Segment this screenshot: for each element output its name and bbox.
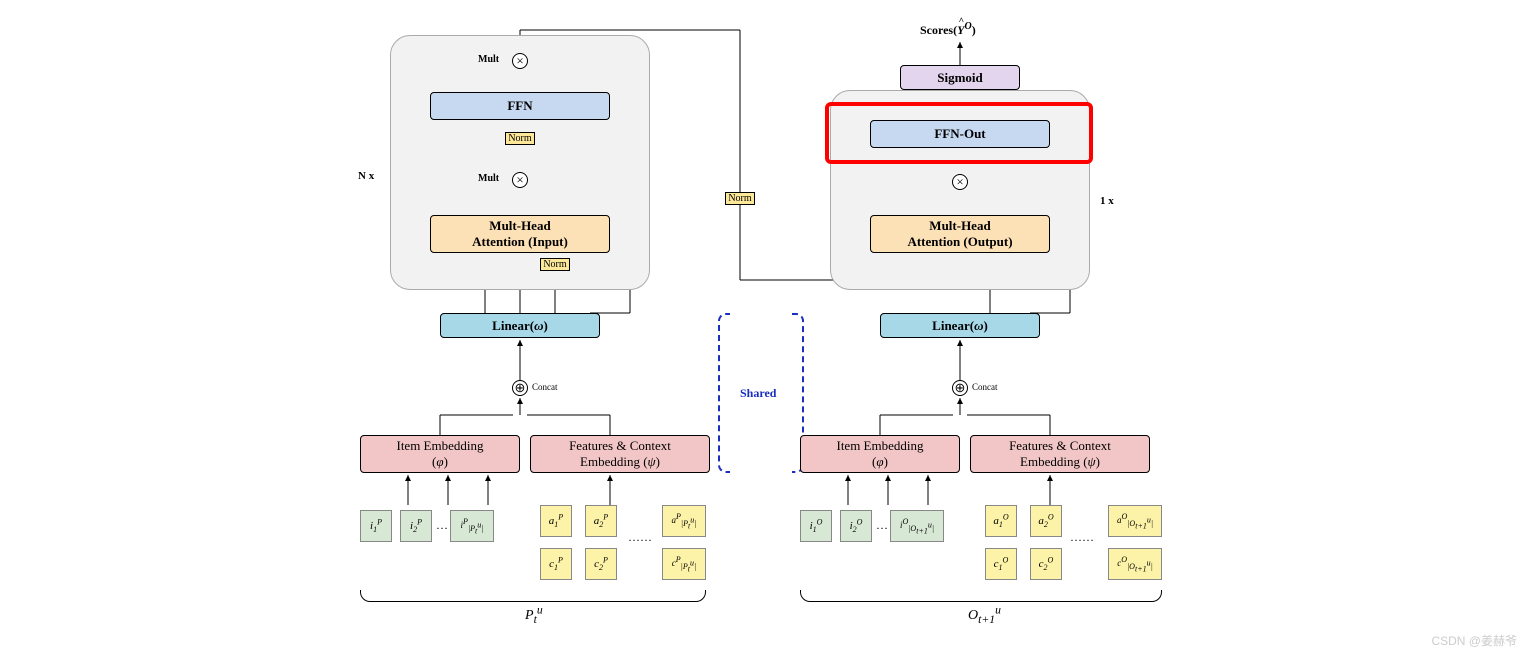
right-item-embed-box: Item Embedding(φ) xyxy=(800,435,960,473)
left-mult-bottom-label: Mult xyxy=(478,173,499,184)
left-token-i2: i2P xyxy=(400,510,432,542)
right-token-ac-dots: …… xyxy=(1070,530,1094,545)
left-token-aN: aP|Ptu| xyxy=(662,505,706,537)
left-linear-box: Linear(ω) xyxy=(440,313,600,338)
right-token-aN: aO|Ot+1u| xyxy=(1108,505,1162,537)
sigmoid-box: Sigmoid xyxy=(900,65,1020,90)
cross-norm-box: Norm xyxy=(725,192,755,205)
right-concat-label: Concat xyxy=(972,382,998,392)
right-token-cN: cO|Ot+1u| xyxy=(1108,548,1162,580)
left-token-a2: a2P xyxy=(585,505,617,537)
left-token-iN: iP|Ptu| xyxy=(450,510,494,542)
left-mult-top-circle: × xyxy=(512,53,528,69)
right-repeat-label: 1 x xyxy=(1100,195,1114,207)
scores-label: Scores(YO) xyxy=(920,23,976,38)
left-token-c2: c2P xyxy=(585,548,617,580)
shared-brace-left xyxy=(718,313,730,473)
right-token-c1: c1O xyxy=(985,548,1017,580)
right-linear-text: Linear(ω) xyxy=(932,318,988,334)
left-concat-circle: ⊕ xyxy=(512,380,528,396)
left-item-embed-box: Item Embedding(φ) xyxy=(360,435,520,473)
right-attention-box: Mult-Head Attention (Output) xyxy=(870,215,1050,253)
left-token-ac-dots: …… xyxy=(628,530,652,545)
right-token-a2: a2O xyxy=(1030,505,1062,537)
right-feat-embed-box: Features & ContextEmbedding (ψ) xyxy=(970,435,1150,473)
left-repeat-label: N x xyxy=(358,170,374,182)
left-feat-embed-text: Features & ContextEmbedding (ψ) xyxy=(569,438,671,470)
right-token-iN: iO|Ot+1u| xyxy=(890,510,944,542)
left-mult-bottom-circle: × xyxy=(512,172,528,188)
left-norm1-box: Norm xyxy=(505,132,535,145)
right-item-embed-text: Item Embedding(φ) xyxy=(836,438,923,470)
right-concat-circle: ⊕ xyxy=(952,380,968,396)
right-brace-label: Ot+1u xyxy=(968,608,1001,624)
right-mult-circle: × xyxy=(952,174,968,190)
left-feat-embed-box: Features & ContextEmbedding (ψ) xyxy=(530,435,710,473)
right-brace xyxy=(800,590,1162,602)
shared-label: Shared xyxy=(740,386,776,401)
left-token-a1: a1P xyxy=(540,505,572,537)
right-token-i2: i2O xyxy=(840,510,872,542)
left-brace-label: Ptu xyxy=(525,608,543,624)
left-concat-label: Concat xyxy=(532,382,558,392)
right-linear-box: Linear(ω) xyxy=(880,313,1040,338)
left-token-cN: cP|Ptu| xyxy=(662,548,706,580)
right-attention-text: Mult-Head Attention (Output) xyxy=(907,218,1012,250)
left-ffn-box: FFN xyxy=(430,92,610,120)
left-item-embed-text: Item Embedding(φ) xyxy=(396,438,483,470)
left-token-c1: c1P xyxy=(540,548,572,580)
right-token-dots: … xyxy=(876,518,888,533)
right-feat-embed-text: Features & ContextEmbedding (ψ) xyxy=(1009,438,1111,470)
left-attention-text: Mult-Head Attention (Input) xyxy=(472,218,568,250)
right-ffn-out-box: FFN-Out xyxy=(870,120,1050,148)
left-token-i1: i1P xyxy=(360,510,392,542)
left-mult-top-label: Mult xyxy=(478,54,499,65)
architecture-diagram: N x × Mult FFN Norm × Mult Mult-Head Att… xyxy=(330,20,1200,640)
left-token-dots: … xyxy=(436,518,448,533)
right-token-a1: a1O xyxy=(985,505,1017,537)
right-token-c2: c2O xyxy=(1030,548,1062,580)
watermark: CSDN @姜赫爷 xyxy=(1431,632,1517,649)
right-token-i1: i1O xyxy=(800,510,832,542)
left-norm2-box: Norm xyxy=(540,258,570,271)
left-brace xyxy=(360,590,706,602)
left-attention-box: Mult-Head Attention (Input) xyxy=(430,215,610,253)
left-linear-text: Linear(ω) xyxy=(492,318,548,334)
